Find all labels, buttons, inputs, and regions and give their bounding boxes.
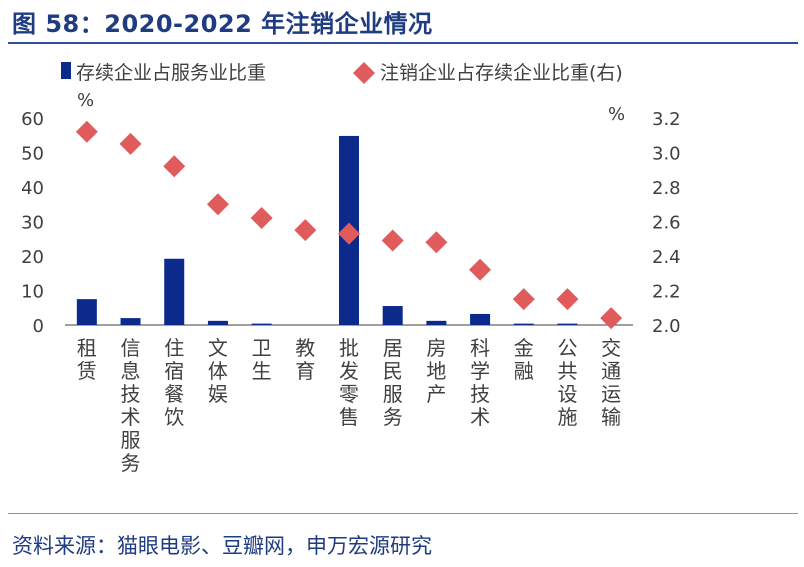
source-divider <box>8 513 798 514</box>
right-tick-label: 2.6 <box>652 213 681 234</box>
legend-diamond-swatch <box>353 62 375 84</box>
source-note: 资料来源：猫眼电影、豆瓣网，申万宏源研究 <box>12 534 432 558</box>
left-tick-label: 20 <box>21 247 44 268</box>
category-label: 房地产 <box>426 336 446 406</box>
category-label: 卫生 <box>252 336 272 383</box>
category-label: 公共设施 <box>557 336 577 429</box>
category-label: 金融 <box>514 336 534 383</box>
diamond-point <box>338 222 360 245</box>
diamond-point <box>381 229 404 252</box>
left-tick-label: 10 <box>21 282 44 303</box>
bar <box>251 323 272 325</box>
category-label: 租赁 <box>77 336 97 383</box>
right-tick-label: 2.2 <box>652 282 681 303</box>
right-axis-ticks: 2.0 2.2 2.4 2.6 2.8 3.0 3.2 <box>652 109 681 337</box>
title-divider <box>8 42 798 44</box>
right-tick-label: 2.4 <box>652 247 681 268</box>
figure-title: 图 58：2020-2022 年注销企业情况 <box>12 10 433 38</box>
legend-bar-swatch <box>61 62 71 79</box>
diamond-point <box>294 219 317 242</box>
diamond-point <box>75 120 98 143</box>
category-label: 住宿餐饮 <box>164 336 184 429</box>
left-tick-label: 40 <box>21 178 44 199</box>
bar <box>426 320 447 325</box>
diamond-point <box>425 231 448 254</box>
diamond-point <box>250 207 273 230</box>
bar <box>164 258 185 325</box>
category-label: 居民服务 <box>383 336 403 429</box>
diamond-point <box>119 132 142 155</box>
right-tick-label: 3.0 <box>652 144 681 165</box>
bar <box>557 323 578 325</box>
bar <box>207 320 228 325</box>
bar <box>513 323 534 325</box>
right-tick-label: 2.0 <box>652 316 681 337</box>
right-axis-unit: % <box>608 104 625 125</box>
left-axis-ticks: 0 10 20 30 40 50 60 <box>21 109 44 337</box>
category-label: 批发零售 <box>339 336 359 429</box>
right-tick-label: 2.8 <box>652 178 681 199</box>
diamond-series <box>75 120 623 330</box>
legend-bar-label: 存续企业占服务业比重 <box>76 62 266 84</box>
category-label: 交通运输 <box>601 336 621 429</box>
bar <box>76 299 97 325</box>
diamond-point <box>206 193 229 216</box>
diamond-point <box>469 258 492 281</box>
right-tick-label: 3.2 <box>652 109 681 130</box>
left-tick-label: 0 <box>33 316 44 337</box>
category-label: 教育 <box>295 336 315 383</box>
legend-diamond-label: 注销企业占存续企业比重(右) <box>380 62 623 84</box>
left-axis-unit: % <box>77 90 94 111</box>
left-tick-label: 60 <box>21 109 44 130</box>
category-label: 科学技术 <box>470 336 490 429</box>
left-tick-label: 30 <box>21 213 44 234</box>
diamond-point <box>600 307 623 330</box>
diamond-point <box>512 288 535 311</box>
legend: 存续企业占服务业比重 注销企业占存续企业比重(右) <box>61 62 623 84</box>
category-label: 文体娱 <box>208 336 228 406</box>
bar-series <box>76 135 578 325</box>
diamond-point <box>556 288 579 311</box>
bar <box>382 306 403 325</box>
diamond-point <box>163 155 186 178</box>
left-tick-label: 50 <box>21 144 44 165</box>
bar <box>470 313 491 325</box>
bar <box>120 318 141 325</box>
category-label: 信息技术服务 <box>121 336 141 475</box>
